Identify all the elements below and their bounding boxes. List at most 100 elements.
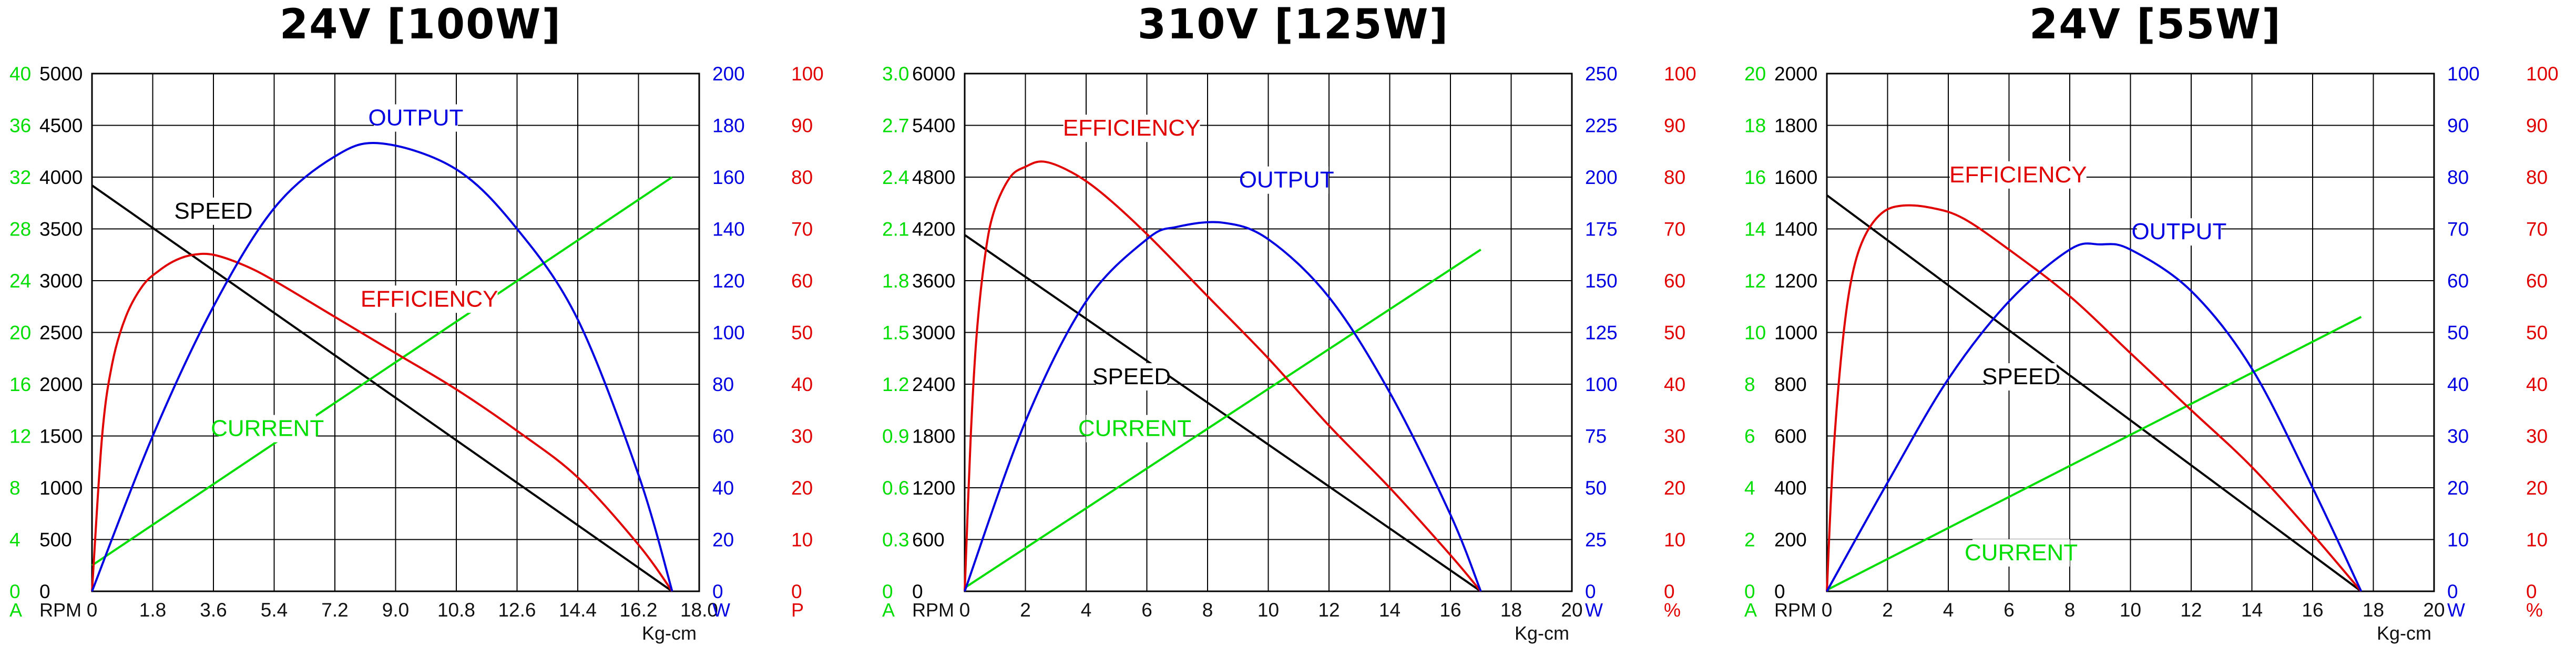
output-tick-label: 75 xyxy=(1585,426,1607,447)
efficiency-tick-label: 60 xyxy=(2526,270,2548,292)
current-tick-label: 18 xyxy=(1744,115,1766,137)
x-tick-label: 2 xyxy=(1882,599,1893,621)
speed-tick-label: 5000 xyxy=(39,63,83,85)
current-curve-label: CURRENT xyxy=(1965,540,2078,566)
current-tick-label: 4 xyxy=(1744,477,1755,499)
speed-tick-label: 3000 xyxy=(39,270,83,292)
efficiency-unit-label: % xyxy=(2526,599,2543,621)
x-tick-label: 16 xyxy=(1439,599,1461,621)
current-curve-label: CURRENT xyxy=(1078,416,1191,442)
x-tick-label: 12 xyxy=(2180,599,2202,621)
efficiency-tick-label: 60 xyxy=(791,270,813,292)
output-tick-label: 100 xyxy=(1585,374,1618,395)
output-tick-label: 40 xyxy=(2447,374,2469,395)
speed-label-background xyxy=(1096,363,1168,391)
speed-tick-label: 1800 xyxy=(1774,115,1817,137)
speed-curve xyxy=(91,184,673,592)
current-tick-label: 0.9 xyxy=(882,426,909,447)
output-tick-label: 175 xyxy=(1585,219,1618,240)
output-unit-label: W xyxy=(2447,599,2465,621)
x-tick-label: 4 xyxy=(1943,599,1954,621)
efficiency-tick-label: 20 xyxy=(791,477,813,499)
output-tick-label: 90 xyxy=(2447,115,2469,137)
efficiency-tick-label: 90 xyxy=(791,115,813,137)
current-tick-label: 3.0 xyxy=(882,63,909,85)
x-tick-label: 7.2 xyxy=(321,599,348,621)
output-tick-label: 10 xyxy=(2447,529,2469,551)
speed-tick-label: 2000 xyxy=(1774,63,1817,85)
current-tick-label: 40 xyxy=(9,63,31,85)
speed-tick-label: 3600 xyxy=(912,270,955,292)
output-tick-label: 125 xyxy=(1585,322,1618,344)
output-tick-label: 80 xyxy=(712,374,734,395)
current-tick-label: 16 xyxy=(1744,167,1766,188)
speed-curve xyxy=(1826,194,2362,592)
current-tick-label: 6 xyxy=(1744,426,1755,447)
speed-unit-label: RPM xyxy=(912,599,954,621)
efficiency-tick-label: 60 xyxy=(1664,270,1685,292)
speed-tick-label: 600 xyxy=(1774,426,1807,447)
current-curve xyxy=(964,249,1481,589)
output-curve xyxy=(964,221,1482,592)
output-tick-label: 0 xyxy=(712,581,723,602)
speed-tick-label: 4000 xyxy=(39,167,83,188)
efficiency-tick-label: 10 xyxy=(2526,529,2548,551)
output-curve-label: OUTPUT xyxy=(1239,167,1334,193)
speed-tick-label: 1600 xyxy=(1774,167,1817,188)
grid xyxy=(964,73,1573,592)
x-tick-label: 18.0 xyxy=(680,599,718,621)
x-tick-label: 14.4 xyxy=(559,599,597,621)
x-tick-label: 8 xyxy=(1202,599,1213,621)
efficiency-tick-label: 50 xyxy=(791,322,813,344)
x-tick-label: 10 xyxy=(2120,599,2141,621)
output-tick-label: 150 xyxy=(1585,270,1618,292)
plot-frame xyxy=(964,73,1573,592)
efficiency-tick-label: 40 xyxy=(2526,374,2548,395)
current-curve xyxy=(91,176,673,567)
output-tick-label: 225 xyxy=(1585,115,1618,137)
efficiency-tick-label: 10 xyxy=(1664,529,1685,551)
current-tick-label: 1.5 xyxy=(882,322,909,344)
output-label-background xyxy=(374,104,458,132)
efficiency-tick-label: 100 xyxy=(2526,63,2559,85)
output-curve xyxy=(1826,242,2363,592)
grid xyxy=(91,73,700,592)
efficiency-tick-label: 80 xyxy=(791,167,813,188)
speed-tick-label: 400 xyxy=(1774,477,1807,499)
x-tick-label: 6 xyxy=(2003,599,2015,621)
speed-tick-label: 0 xyxy=(39,581,50,602)
current-tick-label: 14 xyxy=(1744,219,1766,240)
speed-tick-label: 1200 xyxy=(1774,270,1817,292)
speed-tick-label: 200 xyxy=(1774,529,1807,551)
speed-tick-label: 4800 xyxy=(912,167,955,188)
output-tick-label: 50 xyxy=(1585,477,1607,499)
efficiency-curve-label: EFFICIENCY xyxy=(1949,162,2087,188)
speed-tick-label: 1800 xyxy=(912,426,955,447)
output-tick-label: 100 xyxy=(712,322,745,344)
efficiency-curve xyxy=(1826,204,2362,592)
current-tick-label: 0 xyxy=(1744,581,1755,602)
current-unit-label: A xyxy=(882,599,895,621)
efficiency-label-background xyxy=(1063,115,1200,142)
current-tick-label: 28 xyxy=(9,219,31,240)
x-tick-label: 16 xyxy=(2302,599,2323,621)
x-tick-label: 20 xyxy=(2423,599,2445,621)
speed-tick-label: 1400 xyxy=(1774,219,1817,240)
current-tick-label: 20 xyxy=(1744,63,1766,85)
chart-panel: 310V [125W] 0 2 4 6 8 10 12 14 16 18 20 0 0.3 0.6 0.9 1… xyxy=(873,0,1714,657)
output-tick-label: 40 xyxy=(712,477,734,499)
current-tick-label: 2 xyxy=(1744,529,1755,551)
speed-tick-label: 0 xyxy=(912,581,923,602)
efficiency-tick-label: 30 xyxy=(1664,426,1685,447)
x-tick-label: 0 xyxy=(87,599,98,621)
x-tick-label: 12.6 xyxy=(498,599,536,621)
chart-panel: 24V [100W] 0 1.8 3.6 5.4 7.2 9.0 10.8 12.6 14.4 1… xyxy=(0,0,841,657)
efficiency-tick-label: 50 xyxy=(2526,322,2548,344)
x-tick-label: 18 xyxy=(1500,599,1522,621)
output-tick-label: 200 xyxy=(712,63,745,85)
efficiency-tick-label: 40 xyxy=(791,374,813,395)
current-tick-label: 20 xyxy=(9,322,31,344)
efficiency-tick-label: 100 xyxy=(791,63,824,85)
speed-tick-label: 4200 xyxy=(912,219,955,240)
current-tick-label: 12 xyxy=(1744,270,1766,292)
